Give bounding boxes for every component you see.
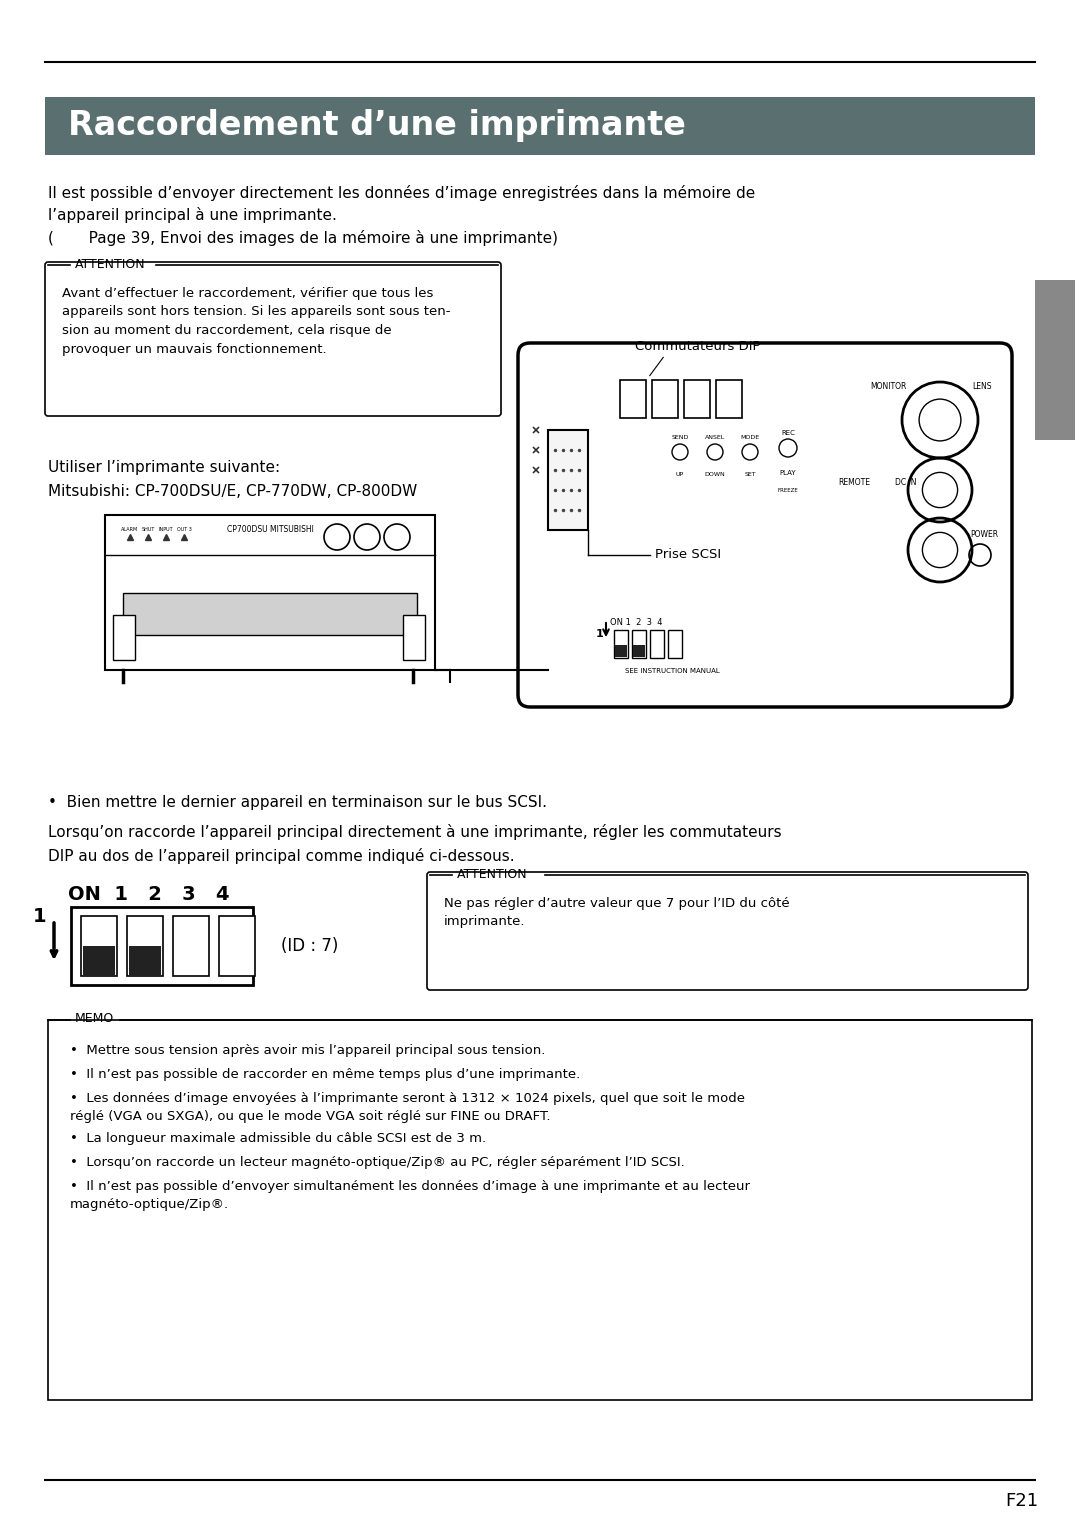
Bar [45,96,1035,154]
Text: (     Page 39, Envoi des images de la mémoire à une imprimante): ( Page 39, Envoi des images de la mémoir… [48,229,558,246]
Bar [127,916,163,976]
Bar [219,916,255,976]
Text: Il est possible d’envoyer directement les données d’image enregistrées dans la m: Il est possible d’envoyer directement le… [48,185,755,200]
Text: MODE: MODE [741,434,759,440]
Text: SHUT: SHUT [141,528,154,532]
Text: ANSEL: ANSEL [705,434,725,440]
FancyBboxPatch shape [427,872,1028,989]
Text: ATTENTION: ATTENTION [75,257,146,271]
Text: DOWN: DOWN [704,472,726,477]
Bar [173,916,210,976]
Text: DIP au dos de l’appareil principal comme indiqué ci-dessous.: DIP au dos de l’appareil principal comme… [48,849,515,864]
Text: Utiliser l’imprimante suivante:: Utiliser l’imprimante suivante: [48,460,280,476]
Text: •  Bien mettre le dernier appareil en terminaison sur le bus SCSI.: • Bien mettre le dernier appareil en ter… [48,795,546,810]
Bar [650,630,664,657]
Text: PLAY: PLAY [780,469,796,476]
Text: FREEZE: FREEZE [778,488,798,492]
Text: SET: SET [744,472,756,477]
Text: 1: 1 [32,907,46,927]
Bar [548,430,588,531]
Text: DC IN: DC IN [895,479,917,488]
Text: •  Lorsqu’on raccorde un lecteur magnéto-optique/Zip® au PC, régler séparément l: • Lorsqu’on raccorde un lecteur magnéto-… [70,1156,685,1170]
FancyBboxPatch shape [45,261,501,416]
Text: MONITOR: MONITOR [870,382,906,391]
Text: Lorsqu’on raccorde l’appareil principal directement à une imprimante, régler les: Lorsqu’on raccorde l’appareil principal … [48,824,782,839]
Bar [620,381,646,417]
Bar [81,916,117,976]
Text: Mitsubishi: CP-700DSU/E, CP-770DW, CP-800DW: Mitsubishi: CP-700DSU/E, CP-770DW, CP-80… [48,485,417,498]
Bar [633,645,645,657]
Bar [652,381,678,417]
Bar [1035,280,1075,440]
Text: 1: 1 [595,628,603,639]
Text: Raccordement d’une imprimante: Raccordement d’une imprimante [68,110,686,142]
Text: SEE INSTRUCTION MANUAL: SEE INSTRUCTION MANUAL [625,668,719,674]
Text: (ID : 7): (ID : 7) [281,937,338,956]
Text: CP700DSU MITSUBISHI: CP700DSU MITSUBISHI [227,524,313,534]
Bar [83,946,114,976]
Text: UP: UP [676,472,684,477]
Text: •  Les données d’image envoyées à l’imprimante seront à 1312 × 1024 pixels, quel: • Les données d’image envoyées à l’impri… [70,1092,745,1122]
Bar [615,630,627,657]
Text: OUT 3: OUT 3 [176,528,191,532]
Bar [615,645,627,657]
Bar [71,907,253,985]
Text: REC: REC [781,430,795,436]
Text: ON  1   2   3   4: ON 1 2 3 4 [68,885,229,904]
Text: MEMO: MEMO [75,1012,114,1026]
Bar [403,615,426,661]
Text: Prise SCSI: Prise SCSI [654,549,721,561]
Text: •  La longueur maximale admissible du câble SCSI est de 3 m.: • La longueur maximale admissible du câb… [70,1131,486,1145]
Text: REMOTE: REMOTE [838,479,870,488]
Text: l’appareil principal à une imprimante.: l’appareil principal à une imprimante. [48,206,337,223]
FancyBboxPatch shape [518,342,1012,706]
Text: LENS: LENS [972,382,991,391]
Bar [129,946,161,976]
Text: ATTENTION: ATTENTION [457,867,528,881]
FancyBboxPatch shape [105,515,435,670]
Bar [669,630,681,657]
Text: Commutateurs DIP: Commutateurs DIP [635,339,760,353]
Text: •  Mettre sous tension après avoir mis l’appareil principal sous tension.: • Mettre sous tension après avoir mis l’… [70,1044,545,1057]
Text: POWER: POWER [970,531,998,540]
Text: Ne pas régler d’autre valeur que 7 pour l’ID du côté
imprimante.: Ne pas régler d’autre valeur que 7 pour … [444,898,789,928]
Text: INPUT: INPUT [159,528,173,532]
Text: Avant d’effectuer le raccordement, vérifier que tous les
appareils sont hors ten: Avant d’effectuer le raccordement, vérif… [62,287,450,356]
Text: •  Il n’est pas possible de raccorder en même temps plus d’une imprimante.: • Il n’est pas possible de raccorder en … [70,1067,580,1081]
Text: ON 1  2  3  4: ON 1 2 3 4 [610,618,662,627]
Text: ALARM: ALARM [121,528,138,532]
Text: •  Il n’est pas possible d’envoyer simultanément les données d’image à une impri: • Il n’est pas possible d’envoyer simult… [70,1180,750,1211]
Bar [123,593,417,635]
Bar [684,381,710,417]
Text: F21: F21 [1004,1492,1038,1511]
Text: SEND: SEND [672,434,689,440]
Bar [113,615,135,661]
Bar [716,381,742,417]
Bar [632,630,646,657]
FancyBboxPatch shape [48,1020,1032,1401]
